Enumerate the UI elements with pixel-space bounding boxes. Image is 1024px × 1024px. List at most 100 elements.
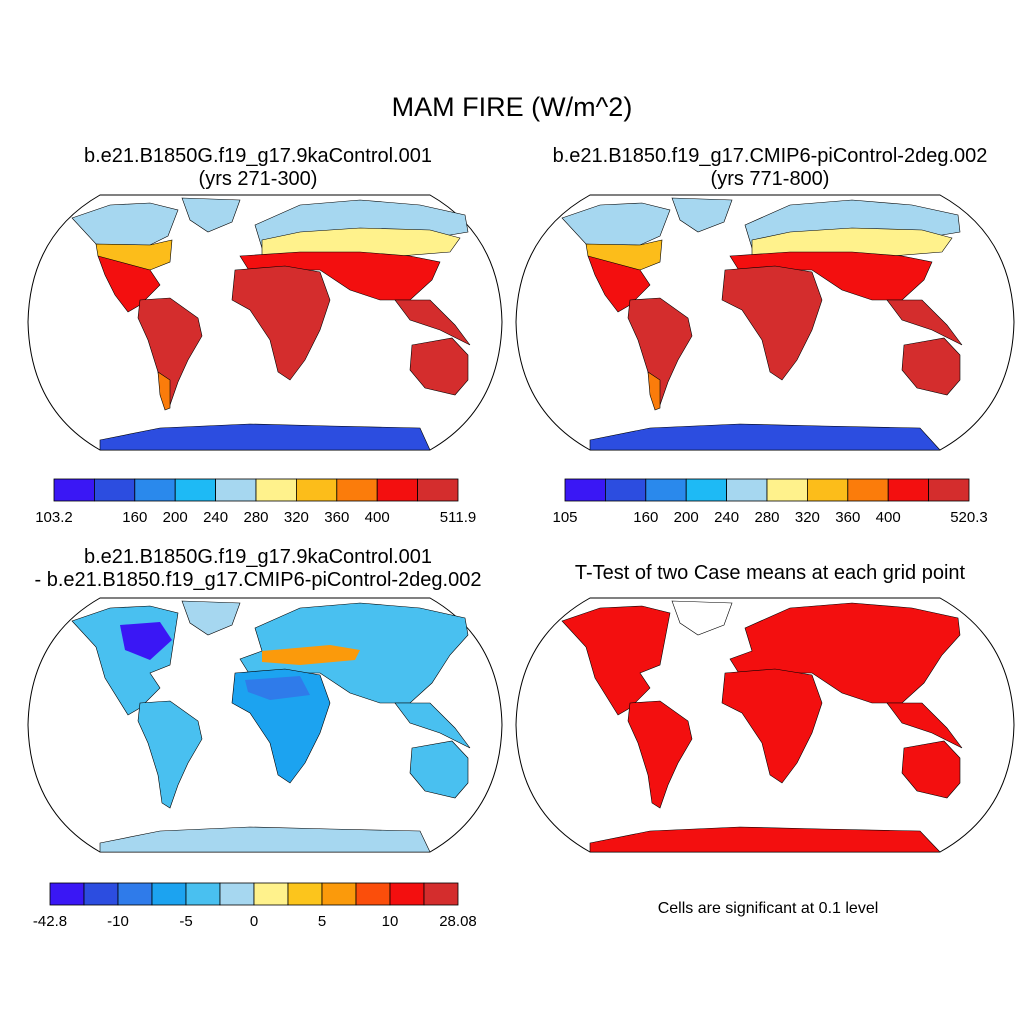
- colorbar-swatch: [219, 882, 255, 906]
- colorbar-swatch: [49, 882, 85, 906]
- greenland-diff: [181, 600, 241, 636]
- map-panel-ttest: [515, 597, 1015, 853]
- north-america-ttest: [561, 605, 671, 716]
- south-america-tip-case2: [647, 371, 661, 411]
- southeast-asia-diff: [394, 702, 471, 749]
- land-ttest: [561, 600, 963, 853]
- figure-title: MAM FIRE (W/m^2): [391, 92, 633, 122]
- antarctica-case1: [99, 423, 431, 451]
- colorbar-tick-label: 360: [835, 509, 860, 526]
- colorbar-swatch: [287, 882, 323, 906]
- south-america-case2: [627, 297, 693, 406]
- panel-title-case1-line1: b.e21.B1850G.f19_g17.9kaControl.001: [83, 145, 433, 167]
- colorbar-swatch: [605, 478, 647, 502]
- colorbar-tick-label: 520.3: [950, 509, 988, 526]
- colorbar-tick-label: 360: [324, 509, 349, 526]
- colorbar-swatch: [355, 882, 391, 906]
- colorbar-swatch: [117, 882, 153, 906]
- colorbar-tick-label: 200: [163, 509, 188, 526]
- southeast-asia-case1: [394, 299, 471, 346]
- south-america-diff: [137, 700, 203, 809]
- colorbar-swatch: [423, 882, 459, 906]
- map-panel-case2: [515, 194, 1015, 451]
- north-america-core-diff: [120, 622, 172, 660]
- significance-note: Cells are significant at 0.1 level: [657, 900, 879, 917]
- colorbar-tick-label: 103.2: [35, 509, 73, 526]
- colorbar-tick-label: -5: [179, 913, 192, 930]
- colorbar-swatch: [215, 478, 257, 502]
- panel-title-case2-line2: (yrs 771-800): [710, 168, 830, 190]
- africa-diff: [231, 668, 331, 784]
- colorbar-diff: -42.8 -10 -5 0 5 10 28.08: [33, 882, 477, 930]
- colorbar-swatch: [185, 882, 221, 906]
- greenland-case1: [181, 197, 241, 233]
- colorbar-swatch: [887, 478, 930, 502]
- colorbar-swatch: [807, 478, 849, 502]
- greenland-case2: [671, 197, 733, 233]
- colorbar-swatch: [174, 478, 216, 502]
- panel-title-ttest-line1: T-Test of two Case means at each grid po…: [574, 562, 966, 584]
- colorbar-case1: 103.2 160 200 240 280 320 360 400 511.9: [35, 478, 476, 526]
- colorbar-swatch: [928, 478, 970, 502]
- colorbar-swatch: [564, 478, 606, 502]
- colorbar-swatch: [151, 882, 187, 906]
- colorbar-tick-label: 10: [382, 913, 399, 930]
- map-panel-case1: [27, 194, 503, 451]
- panel-title-case1-line2: (yrs 271-300): [198, 168, 318, 190]
- antarctica-ttest: [589, 826, 941, 853]
- colorbar-tick-label: 5: [318, 913, 326, 930]
- africa-ttest: [721, 668, 823, 784]
- colorbar-swatch: [766, 478, 808, 502]
- colorbar-swatch: [389, 882, 425, 906]
- north-america-south-case1: [97, 255, 161, 313]
- panel-title-diff-line1: b.e21.B1850G.f19_g17.9kaControl.001: [83, 546, 433, 568]
- colorbar-tick-label: 280: [754, 509, 779, 526]
- colorbar-tick-label: 240: [714, 509, 739, 526]
- panel-title-ttest: T-Test of two Case means at each grid po…: [512, 562, 1024, 585]
- australia-case2: [901, 337, 961, 396]
- map-panel-diff: [27, 597, 503, 853]
- eurasia-hotspot-diff: [262, 645, 360, 665]
- colorbar-tick-label: 200: [674, 509, 699, 526]
- colorbar-swatch: [376, 478, 419, 502]
- greenland-ttest: [671, 600, 733, 636]
- colorbar-swatch: [417, 478, 459, 502]
- panel-title-case1: b.e21.B1850G.f19_g17.9kaControl.001 (yrs…: [2, 145, 514, 191]
- africa-case2: [721, 265, 823, 381]
- australia-case1: [409, 337, 469, 396]
- colorbar-swatch: [134, 478, 176, 502]
- antarctica-case2: [589, 423, 941, 451]
- colorbar-swatch: [83, 882, 119, 906]
- antarctica-diff: [99, 826, 431, 853]
- south-america-case1: [137, 297, 203, 406]
- colorbar-swatch: [321, 882, 357, 906]
- panel-title-case2-line1: b.e21.B1850.f19_g17.CMIP6-piControl-2deg…: [552, 145, 988, 167]
- land-case2: [561, 197, 963, 451]
- land-case1: [71, 197, 471, 451]
- colorbar-swatch: [255, 478, 297, 502]
- colorbar-tick-label: 400: [365, 509, 390, 526]
- southeast-asia-ttest: [886, 702, 963, 749]
- panel-title-diff: b.e21.B1850G.f19_g17.9kaControl.001 - b.…: [2, 546, 514, 592]
- colorbar-swatch: [726, 478, 768, 502]
- colorbar-tick-label: 320: [284, 509, 309, 526]
- colorbar-tick-label: 320: [795, 509, 820, 526]
- colorbar-tick-label: 0: [250, 913, 258, 930]
- colorbar-tick-label: -10: [107, 913, 129, 930]
- africa-core-diff: [245, 676, 310, 700]
- south-america-ttest: [627, 700, 693, 809]
- colorbar-swatch: [847, 478, 889, 502]
- colorbar-tick-label: 511.9: [440, 509, 476, 526]
- colorbar-tick-label: 28.08: [439, 913, 477, 930]
- colorbar-swatch: [253, 882, 289, 906]
- colorbar-swatch: [295, 478, 338, 502]
- colorbar-swatch: [685, 478, 728, 502]
- panel-title-diff-line2: - b.e21.B1850.f19_g17.CMIP6-piControl-2d…: [34, 569, 482, 591]
- colorbar-tick-label: 160: [122, 509, 147, 526]
- north-america-south-case2: [587, 255, 651, 313]
- colorbar-case2: 105 160 200 240 280 320 360 400 520.3: [552, 478, 988, 526]
- colorbar-tick-label: 160: [633, 509, 658, 526]
- australia-ttest: [901, 740, 961, 799]
- colorbar-tick-label: 280: [243, 509, 268, 526]
